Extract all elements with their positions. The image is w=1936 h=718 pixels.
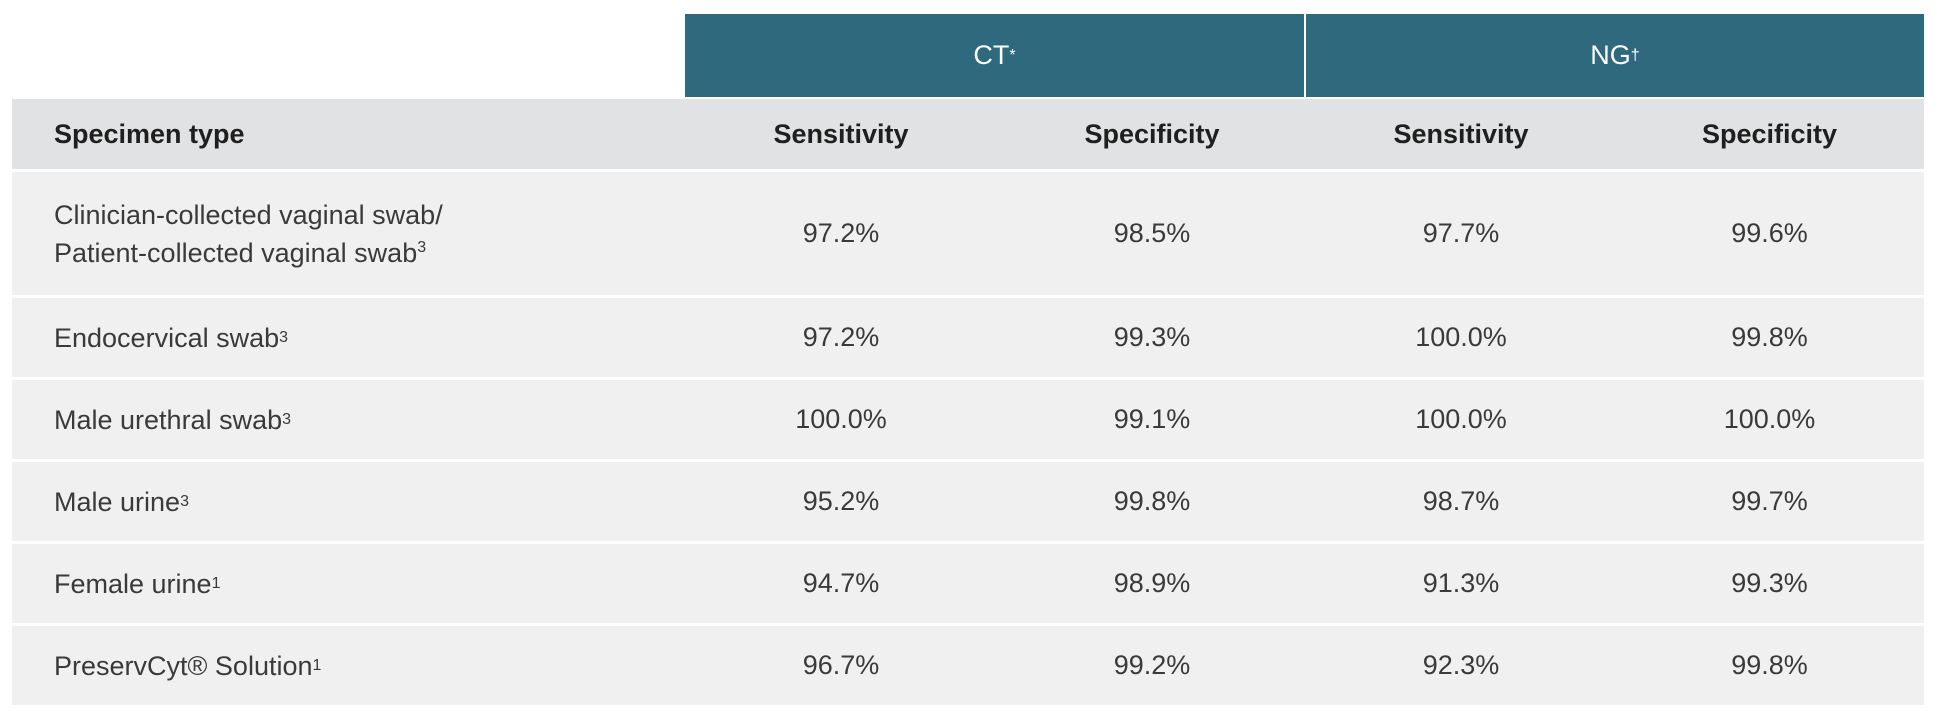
header-specimen-type: Specimen type (54, 119, 245, 149)
specimen-cell: Clinician-collected vaginal swab/ Patien… (12, 172, 685, 295)
specimen-cell: PreservCyt® Solution 1 (12, 626, 685, 705)
ng-specificity-cell: 99.7% (1731, 486, 1808, 516)
specimen-name: Endocervical swab (54, 322, 280, 353)
group-header-spacer (12, 14, 685, 97)
table-row: Male urine 3 95.2% 99.8% 98.7% 99.7% (12, 459, 1924, 541)
ng-sensitivity-cell: 92.3% (1422, 650, 1500, 680)
ng-sensitivity-cell: 98.7% (1422, 486, 1500, 516)
group-header-ct: CT * (685, 14, 1306, 97)
specimen-name-line2: Patient-collected vaginal swab (54, 237, 418, 268)
specimen-name: PreservCyt® Solution (54, 650, 313, 681)
ng-sensitivity-cell: 100.0% (1415, 404, 1507, 434)
table-row: Male urethral swab 3 100.0% 99.1% 100.0% … (12, 377, 1924, 459)
specimen-name: Male urine (54, 486, 181, 517)
header-ct-sensitivity: Sensitivity (773, 118, 909, 149)
header-ct-specificity: Specificity (1084, 118, 1220, 149)
ct-specificity-cell: 99.2% (1113, 650, 1191, 680)
table-row: Clinician-collected vaginal swab/ Patien… (12, 169, 1924, 295)
specimen-name: Female urine (54, 568, 212, 599)
table-row: Female urine 1 94.7% 98.9% 91.3% 99.3% (12, 541, 1924, 623)
ct-sensitivity-cell: 97.2% (802, 322, 880, 352)
specimen-name: Clinician-collected vaginal swab/ Patien… (54, 196, 443, 272)
group-header-row: CT * NG † (12, 14, 1924, 97)
ct-specificity-cell: 98.9% (1113, 568, 1191, 598)
ct-sensitivity-cell: 94.7% (802, 568, 880, 598)
ng-specificity-cell: 99.6% (1731, 218, 1808, 248)
ct-specificity-cell: 99.8% (1113, 486, 1191, 516)
specimen-name-line1: Clinician-collected vaginal swab/ (54, 199, 443, 230)
ct-sensitivity-cell: 96.7% (802, 650, 880, 680)
ng-sensitivity-cell: 97.7% (1422, 218, 1500, 248)
performance-table: CT * NG † Specimen type Sensitivity Specif… (12, 14, 1924, 705)
table-row: Endocervical swab 3 97.2% 99.3% 100.0% 99… (12, 295, 1924, 377)
group-ct-label: CT (973, 40, 1010, 70)
specimen-cell: Male urethral swab 3 (12, 380, 685, 459)
group-ng-label: NG (1590, 40, 1631, 70)
ct-specificity-cell: 99.3% (1113, 322, 1191, 352)
ct-specificity-cell: 99.1% (1113, 404, 1191, 434)
ct-sensitivity-cell: 95.2% (802, 486, 880, 516)
specimen-cell: Male urine 3 (12, 462, 685, 541)
ng-specificity-cell: 99.8% (1731, 650, 1808, 680)
column-header-row: Specimen type Sensitivity Specificity Se… (12, 97, 1924, 169)
specimen-cell: Female urine 1 (12, 544, 685, 623)
ng-specificity-cell: 99.3% (1731, 568, 1808, 598)
group-header-ng: NG † (1306, 14, 1924, 97)
ct-sensitivity-cell: 97.2% (802, 218, 880, 248)
table-row: PreservCyt® Solution 1 96.7% 99.2% 92.3% … (12, 623, 1924, 705)
ng-sensitivity-cell: 91.3% (1422, 568, 1500, 598)
ng-specificity-cell: 99.8% (1731, 322, 1808, 352)
ct-specificity-cell: 98.5% (1113, 218, 1191, 248)
header-ng-specificity: Specificity (1701, 118, 1838, 149)
header-ng-sensitivity: Sensitivity (1393, 118, 1529, 149)
ng-sensitivity-cell: 100.0% (1415, 322, 1507, 352)
specimen-name: Male urethral swab (54, 404, 283, 435)
ng-specificity-cell: 100.0% (1723, 404, 1816, 434)
ct-sensitivity-cell: 100.0% (795, 404, 887, 434)
specimen-cell: Endocervical swab 3 (12, 298, 685, 377)
reference-mark: 3 (417, 238, 427, 256)
